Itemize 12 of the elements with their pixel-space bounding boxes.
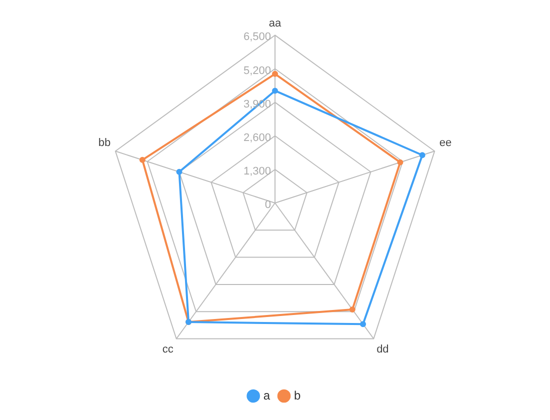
legend-label: a bbox=[263, 388, 270, 402]
spoke-label: cc bbox=[162, 343, 174, 356]
legend-label: b bbox=[294, 388, 301, 402]
spoke-label: ee bbox=[439, 137, 452, 150]
y-tick-label: 5,200 bbox=[243, 64, 271, 77]
y-tick-label: 0 bbox=[264, 199, 271, 212]
y-tick-label: 1,300 bbox=[243, 165, 271, 178]
spoke-label: dd bbox=[376, 343, 389, 356]
spoke-label: aa bbox=[268, 18, 282, 30]
y-tick-label: 6,500 bbox=[243, 31, 271, 44]
y-tick-label: 2,600 bbox=[243, 132, 271, 144]
spoke-label: bb bbox=[98, 137, 111, 150]
